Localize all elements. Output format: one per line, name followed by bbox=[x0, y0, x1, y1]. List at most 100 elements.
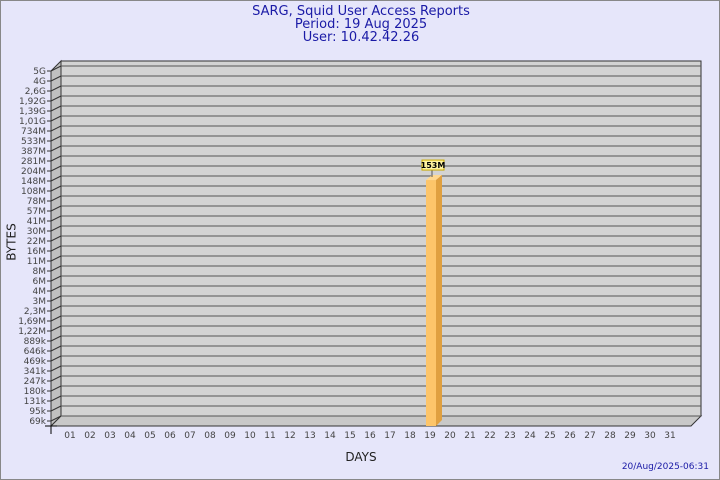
wall-tick bbox=[50, 175, 62, 182]
x-tick-label: 24 bbox=[524, 431, 536, 441]
x-tick-label: 25 bbox=[544, 431, 555, 441]
y-tick-label: 41M bbox=[27, 217, 46, 227]
x-tick-label: 07 bbox=[184, 431, 195, 441]
wall-tick bbox=[50, 335, 62, 342]
x-tick-label: 30 bbox=[644, 431, 656, 441]
x-tick-label: 03 bbox=[104, 431, 115, 441]
y-tick-label: 30M bbox=[27, 227, 46, 237]
x-tick-label: 31 bbox=[664, 431, 675, 441]
y-tick-label: 889k bbox=[24, 337, 47, 347]
y-tick-label: 180k bbox=[24, 387, 47, 397]
x-tick-label: 27 bbox=[584, 431, 595, 441]
wall-tick bbox=[50, 155, 62, 162]
wall-tick bbox=[50, 125, 62, 132]
y-tick-label: 108M bbox=[21, 187, 46, 197]
x-tick-label: 13 bbox=[304, 431, 315, 441]
x-tick-label: 19 bbox=[424, 431, 436, 441]
x-tick-label: 29 bbox=[624, 431, 636, 441]
chart-period: Period: 19 Aug 2025 bbox=[294, 17, 428, 32]
y-tick-label: 1,69M bbox=[18, 317, 46, 327]
y-tick-label: 341k bbox=[24, 367, 47, 377]
wall-tick bbox=[50, 405, 62, 412]
y-tick-label: 2,6G bbox=[25, 87, 46, 97]
bar bbox=[426, 180, 436, 426]
y-tick-label: 69k bbox=[29, 417, 46, 427]
x-tick-label: 11 bbox=[264, 431, 275, 441]
y-tick-label: 646k bbox=[24, 347, 47, 357]
wall-tick bbox=[50, 195, 62, 202]
y-tick-label: 2,3M bbox=[24, 307, 46, 317]
y-tick-label: 5G bbox=[33, 67, 46, 77]
bar-side bbox=[436, 175, 442, 426]
wall-tick bbox=[50, 245, 62, 252]
y-tick-label: 734M bbox=[21, 127, 46, 137]
wall-tick bbox=[50, 265, 62, 272]
wall-tick bbox=[50, 285, 62, 292]
y-tick-label: 387M bbox=[21, 147, 46, 157]
x-tick-label: 09 bbox=[224, 431, 236, 441]
y-tick-label: 1,39G bbox=[19, 107, 46, 117]
wall-tick bbox=[50, 75, 62, 82]
y-tick-label: 281M bbox=[21, 157, 46, 167]
wall-tick bbox=[50, 385, 62, 392]
wall-tick bbox=[50, 375, 62, 382]
wall-tick bbox=[50, 325, 62, 332]
y-tick-label: 78M bbox=[27, 197, 46, 207]
y-tick-label: 4G bbox=[33, 77, 46, 87]
y-tick-label: 1,22M bbox=[18, 327, 46, 337]
x-tick-label: 21 bbox=[464, 431, 475, 441]
data-label-box bbox=[421, 159, 445, 171]
y-tick-label: 95k bbox=[29, 407, 46, 417]
x-tick-label: 01 bbox=[64, 431, 75, 441]
x-tick-label: 23 bbox=[504, 431, 515, 441]
wall-tick bbox=[50, 95, 62, 102]
x-tick-label: 02 bbox=[84, 431, 95, 441]
y-tick-label: 22M bbox=[27, 237, 46, 247]
y-tick-label: 3M bbox=[33, 297, 47, 307]
y-tick-label: 6M bbox=[33, 277, 47, 287]
wall-tick bbox=[50, 85, 62, 92]
chart-user: User: 10.42.42.26 bbox=[302, 30, 420, 45]
x-tick-label: 08 bbox=[204, 431, 216, 441]
x-tick-label: 18 bbox=[404, 431, 416, 441]
wall-tick bbox=[50, 365, 62, 372]
x-tick-label: 06 bbox=[164, 431, 176, 441]
y-tick-label: 11M bbox=[27, 257, 46, 267]
wall-tick bbox=[50, 395, 62, 402]
y-tick-label: 469k bbox=[24, 357, 47, 367]
chart-title: SARG, Squid User Access Reports bbox=[252, 4, 470, 19]
x-tick-label: 20 bbox=[444, 431, 456, 441]
y-axis-label: BYTES bbox=[4, 223, 19, 261]
y-tick-label: 4M bbox=[33, 287, 47, 297]
y-tick-label: 1,01G bbox=[19, 117, 46, 127]
wall-tick bbox=[50, 225, 62, 232]
y-tick-label: 148M bbox=[21, 177, 46, 187]
x-tick-label: 26 bbox=[564, 431, 576, 441]
bar-top bbox=[426, 175, 442, 181]
timestamp: 20/Aug/2025-06:31 bbox=[621, 462, 709, 472]
x-tick-label: 04 bbox=[124, 431, 136, 441]
wall-tick bbox=[50, 355, 62, 362]
y-tick-label: 57M bbox=[27, 207, 46, 217]
x-tick-label: 14 bbox=[324, 431, 336, 441]
wall-tick bbox=[50, 165, 62, 172]
wall-tick bbox=[50, 255, 62, 262]
x-tick-label: 16 bbox=[364, 431, 376, 441]
y-tick-label: 8M bbox=[33, 267, 47, 277]
left-wall bbox=[50, 59, 62, 428]
wall-tick bbox=[50, 315, 62, 322]
wall-tick bbox=[50, 235, 62, 242]
x-tick-label: 17 bbox=[384, 431, 395, 441]
back-panel bbox=[60, 60, 702, 417]
wall-tick bbox=[50, 215, 62, 222]
wall-tick bbox=[50, 65, 62, 72]
floor bbox=[49, 415, 703, 427]
data-label: 153M bbox=[421, 161, 446, 170]
x-tick-label: 22 bbox=[484, 431, 495, 441]
wall-tick bbox=[50, 345, 62, 352]
y-tick-label: 131k bbox=[24, 397, 47, 407]
x-tick-label: 05 bbox=[144, 431, 155, 441]
wall-tick bbox=[50, 415, 62, 422]
